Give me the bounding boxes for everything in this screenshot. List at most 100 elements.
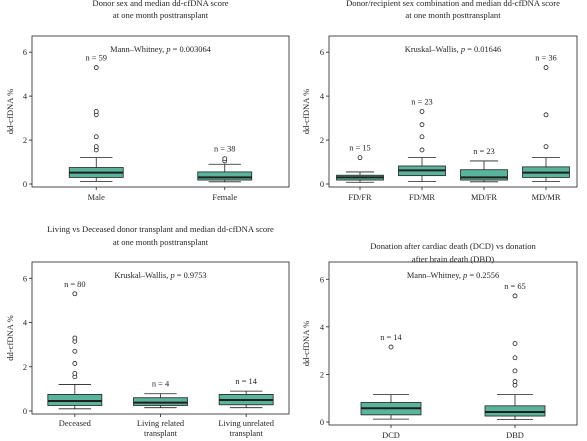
n-label: n = 59 (86, 54, 107, 63)
y-tick-label: 0 (23, 180, 27, 189)
y-tick-label: 6 (23, 274, 27, 283)
y-axis-label: dd-cfDNA % (301, 321, 311, 367)
x-tick-label: Male (88, 193, 105, 202)
test-annotation: Mann–Whitney, p = 0.003064 (110, 45, 212, 54)
y-axis-label: dd-cfDNA % (5, 315, 15, 361)
box-group: n = 38 Female (197, 145, 253, 202)
y-axis-label: dd-cfDNA % (5, 89, 15, 135)
outlier-point (72, 370, 78, 376)
n-label: n = 4 (152, 380, 170, 389)
n-label: n = 36 (535, 54, 556, 63)
box-group: n = 23 MD/FR (460, 147, 508, 202)
outlier-point (93, 134, 99, 140)
y-tick-label: 6 (23, 48, 27, 57)
outlier-point (357, 155, 363, 161)
y-axis-label: dd-cfDNA % (301, 89, 311, 135)
outlier-point (512, 379, 518, 384)
outlier-point (93, 65, 99, 70)
outlier-point (419, 134, 425, 140)
x-tick-label: transplant (144, 429, 178, 438)
y-tick-label: 2 (320, 370, 324, 379)
x-tick-label: MD/FR (471, 193, 497, 202)
outlier-point (388, 344, 394, 350)
iqr-box (460, 169, 508, 181)
x-tick-label: Female (212, 193, 237, 202)
y-tick-label: 0 (23, 407, 27, 416)
y-tick-label: 4 (23, 92, 28, 101)
outlier-point (419, 122, 425, 128)
outlier-point (512, 293, 518, 299)
plot-frame (328, 261, 578, 426)
panel-title-line: at one month posttransplant (113, 10, 209, 20)
x-tick-label: Living related (137, 419, 185, 428)
outlier-point (72, 361, 78, 366)
plot-frame (31, 35, 290, 188)
panel-2: Donor/recipient sex combination and medi… (301, 0, 578, 202)
y-tick-label: 2 (23, 136, 27, 145)
outlier-point (419, 147, 425, 153)
box-group: n = 65 DBD (484, 282, 546, 440)
box-group: n = 59 Male (68, 54, 124, 202)
n-label: n = 23 (411, 98, 432, 107)
test-annotation: Mann–Whitney, p = 0.2556 (407, 271, 499, 280)
panel-title-line: at one month posttransplant (113, 237, 209, 247)
outlier-point (72, 291, 78, 297)
panel-title-line: Donor sex and median dd-cfDNA score (92, 0, 228, 8)
x-tick-label: transplant (230, 429, 264, 438)
x-tick-label: DCD (382, 431, 400, 440)
n-label: n = 80 (64, 280, 85, 289)
y-tick-label: 6 (320, 275, 324, 284)
panel-title-line: Donor/recipient sex combination and medi… (346, 0, 560, 8)
panel-title-line: at one month posttransplant (405, 10, 501, 20)
box-group: n = 14 DCD (360, 333, 422, 440)
panel-4: Donation after cardiac death (DCD) vs do… (301, 241, 578, 440)
box-group: n = 36 MD/MR (522, 54, 570, 202)
y-tick-label: 0 (320, 180, 324, 189)
panel-1: Donor sex and median dd-cfDNA score at on… (5, 0, 290, 202)
box-group: n = 80 Deceased (47, 280, 103, 428)
n-label: n = 14 (235, 377, 257, 386)
y-tick-label: 4 (320, 92, 325, 101)
outlier-point (72, 335, 78, 341)
panel-title-line: Living vs Deceased donor transplant and … (47, 224, 274, 234)
outlier-point (419, 109, 425, 114)
y-tick-label: 2 (23, 363, 27, 372)
x-tick-label: MD/MR (532, 193, 561, 202)
outlier-point (93, 109, 99, 114)
outlier-point (72, 348, 78, 354)
y-tick-label: 0 (320, 418, 324, 427)
outlier-point (512, 341, 518, 346)
plot-frame (328, 35, 578, 188)
iqr-box (484, 405, 546, 417)
n-label: n = 14 (380, 333, 402, 342)
panel-title-line: after brain death (DBD) (412, 254, 494, 264)
outlier-point (543, 144, 549, 150)
box-group: n = 23 FD/MR (398, 98, 446, 202)
x-tick-label: Living unrelated (218, 419, 274, 428)
n-label: n = 38 (214, 145, 235, 154)
panel-title-line: Donation after cardiac death (DCD) vs do… (370, 241, 536, 251)
n-label: n = 23 (473, 147, 494, 156)
x-tick-label: FD/MR (409, 193, 435, 202)
test-annotation: Kruskal–Wallis, p = 0.9753 (114, 271, 206, 280)
outlier-point (543, 112, 549, 118)
n-label: n = 65 (504, 282, 525, 291)
y-tick-label: 2 (320, 136, 324, 145)
n-label: n = 15 (349, 144, 370, 153)
panel-3: Living vs Deceased donor transplant and … (5, 224, 290, 438)
x-tick-label: FD/FR (348, 193, 372, 202)
outlier-point (222, 156, 228, 162)
outlier-point (543, 65, 549, 70)
test-annotation: Kruskal–Wallis, p = 0.01646 (405, 45, 501, 54)
y-tick-label: 4 (23, 319, 28, 328)
outlier-point (512, 355, 518, 361)
iqr-box (47, 394, 103, 406)
iqr-box (197, 171, 253, 181)
x-tick-label: Deceased (59, 419, 92, 428)
box-group: n = 15 FD/FR (336, 144, 384, 202)
y-tick-label: 6 (320, 48, 324, 57)
outlier-point (512, 368, 518, 374)
